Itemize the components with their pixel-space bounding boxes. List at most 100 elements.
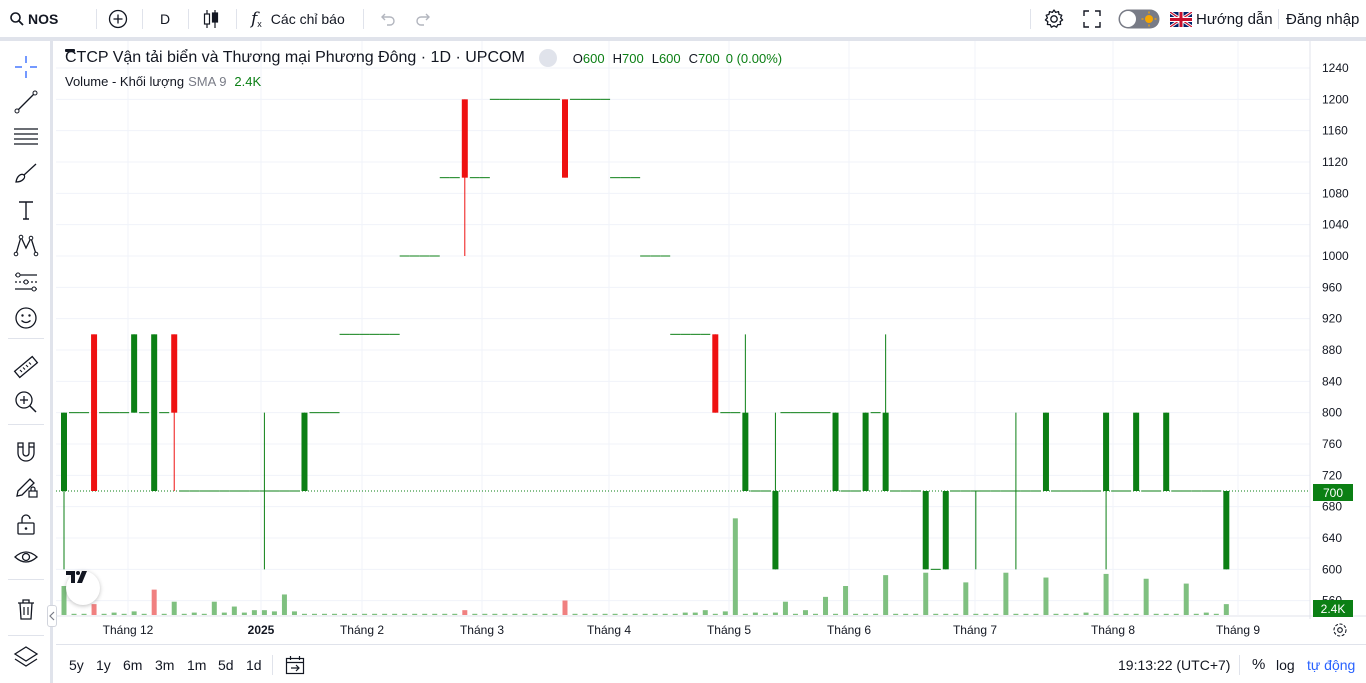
volume-bar [131, 611, 137, 615]
range-3m[interactable]: 3m [155, 645, 174, 683]
hide-drawings-tool[interactable] [8, 541, 44, 573]
brush-tool[interactable] [8, 158, 44, 190]
ruler-icon [13, 355, 39, 379]
volume-bar [482, 613, 488, 615]
volume-bar [702, 610, 708, 615]
interval-label: D [160, 11, 171, 27]
chevron-left-icon [49, 611, 55, 621]
minus-icon [65, 49, 75, 52]
volume-bar [602, 613, 608, 615]
emoji-tool[interactable] [8, 302, 44, 334]
redo-button[interactable] [415, 0, 433, 38]
theme-toggle[interactable] [1118, 0, 1160, 38]
ruler-tool[interactable] [8, 351, 44, 383]
range-1m[interactable]: 1m [187, 645, 206, 683]
volume-bar [722, 611, 728, 615]
last-price-label: 700 [1313, 484, 1353, 501]
stay-in-drawing-tool[interactable] [8, 471, 44, 503]
volume-bar [332, 613, 338, 615]
volume-bar [452, 613, 458, 615]
lock-drawings-tool[interactable] [8, 508, 44, 540]
horizontal-lines-icon [14, 128, 38, 145]
settings-button[interactable] [1043, 0, 1065, 38]
timezone-button[interactable]: 19:13:22 (UTC+7) [1118, 645, 1230, 683]
volume-bar [301, 613, 307, 615]
chart-type-button[interactable] [202, 0, 220, 38]
volume-bar [271, 611, 277, 615]
hide-legend-button[interactable] [65, 49, 557, 67]
tradingview-logo[interactable] [66, 571, 100, 605]
time-tick-label: Tháng 9 [1216, 623, 1260, 637]
volume-bar [1053, 613, 1059, 615]
symbol-search-button[interactable]: NOS [9, 0, 58, 38]
sma-label: SMA 9 [188, 74, 227, 89]
compare-button[interactable] [108, 0, 128, 38]
fib-tool[interactable] [8, 121, 44, 153]
volume-bar [662, 613, 668, 615]
range-1d[interactable]: 1d [246, 645, 262, 683]
magnet-tool[interactable] [8, 436, 44, 468]
volume-bar [1143, 578, 1149, 615]
interval-button[interactable]: D [160, 0, 170, 38]
zoom-in-icon [15, 391, 37, 413]
login-button[interactable]: Đăng nhập [1286, 0, 1359, 38]
volume-bar [833, 613, 839, 615]
crosshair-tool[interactable] [8, 51, 44, 83]
toolbar-divider [236, 9, 237, 29]
volume-bar [592, 613, 598, 615]
volume-bar [462, 610, 468, 615]
volume-bar [1023, 613, 1029, 615]
volume-bar [983, 613, 989, 615]
bottom-toolbar: 5y 1y 6m 3m 1m 5d 1d 19:13:22 (UTC+7) % … [56, 644, 1366, 683]
candle-body [1133, 412, 1140, 491]
range-label: 5d [218, 656, 234, 673]
zoom-tool[interactable] [8, 386, 44, 418]
range-5y[interactable]: 5y [69, 645, 84, 683]
close-value: 700 [698, 50, 720, 66]
price-tick-label: 1000 [1322, 249, 1349, 263]
price-tick-label: 960 [1322, 280, 1342, 294]
chart-pane[interactable]: 1240 1200 1160 1120 1080 1040 1000 960 920 880 840… [56, 41, 1366, 644]
forecast-tool[interactable] [8, 266, 44, 298]
candle-body [1163, 412, 1170, 491]
object-tree-tool[interactable] [8, 641, 44, 673]
fullscreen-button[interactable] [1083, 0, 1101, 38]
low-value: 600 [658, 50, 681, 66]
volume-bar [312, 613, 317, 615]
fx-sub-icon: x [257, 19, 262, 29]
volume-bar [502, 613, 508, 615]
text-tool[interactable] [8, 194, 44, 226]
volume-bar [843, 586, 849, 615]
close-label: C [688, 50, 699, 66]
volume-bar [823, 596, 829, 615]
volume-bar [1013, 613, 1019, 615]
toolbar-divider [1030, 9, 1031, 29]
time-tick-label: Tháng 5 [707, 623, 751, 637]
volume-bar [111, 612, 117, 615]
volume-bar [1043, 577, 1049, 615]
auto-toggle[interactable]: tự động [1307, 645, 1355, 683]
undo-button[interactable] [378, 0, 396, 38]
range-6m[interactable]: 6m [123, 645, 142, 683]
symbol-title[interactable]: CTCP Vận tải biển và Thương mại Phương Đ… [65, 49, 525, 66]
pattern-tool[interactable] [8, 229, 44, 261]
time-tick-label: Tháng 6 [827, 623, 871, 637]
toolbar-divider [8, 338, 44, 339]
volume-study-name[interactable]: Volume - Khối lượng [65, 74, 185, 89]
plus-circle-icon [108, 9, 128, 29]
percent-toggle[interactable]: % [1252, 645, 1265, 683]
volume-bar [853, 613, 859, 615]
time-axis-settings-button[interactable] [1332, 622, 1352, 642]
guide-button[interactable]: Hướng dẫn [1170, 0, 1273, 38]
volume-bar [642, 613, 648, 615]
range-5d[interactable]: 5d [218, 645, 234, 683]
price-chart[interactable]: 1240 1200 1160 1120 1080 1040 1000 960 920 880 840… [56, 41, 1366, 644]
log-toggle[interactable]: log [1276, 645, 1295, 683]
range-1y[interactable]: 1y [96, 645, 111, 683]
volume-bar [933, 613, 939, 615]
remove-drawings-tool[interactable] [8, 593, 44, 625]
volume-bar [61, 586, 67, 615]
trend-line-tool[interactable] [8, 86, 44, 118]
go-to-date-button[interactable] [285, 645, 305, 683]
